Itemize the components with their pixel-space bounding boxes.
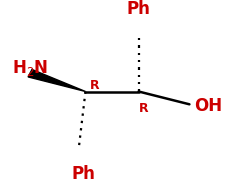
Text: OH: OH bbox=[194, 97, 222, 115]
Text: R: R bbox=[139, 102, 148, 115]
Polygon shape bbox=[28, 70, 85, 92]
Text: Ph: Ph bbox=[71, 165, 95, 183]
Text: H$_2$N: H$_2$N bbox=[12, 58, 48, 78]
Text: Ph: Ph bbox=[127, 0, 151, 18]
Text: R: R bbox=[90, 79, 100, 92]
